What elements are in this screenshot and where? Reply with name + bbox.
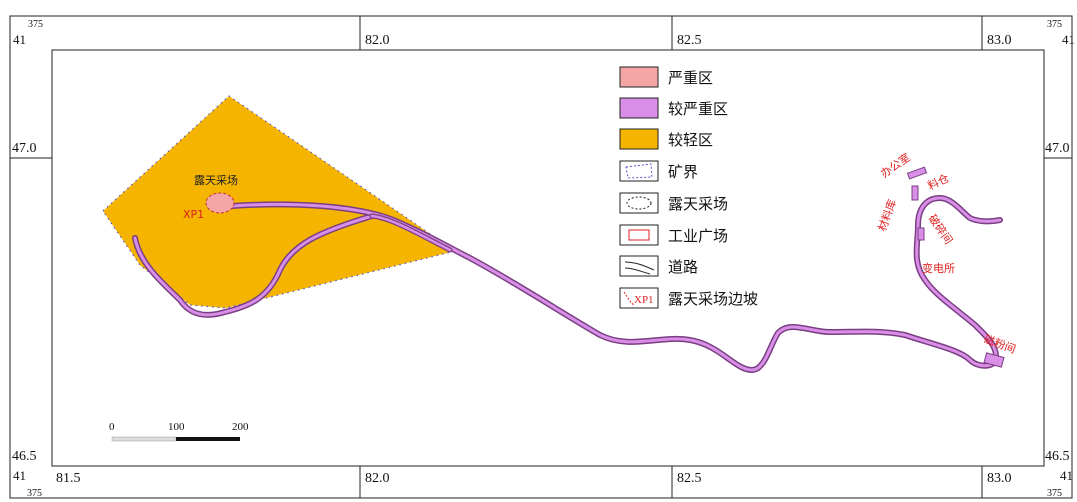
top-tick-label: 82.5 [677,33,702,48]
scale-bar-light-segment [111,436,177,442]
slope-icon-label: XP1 [634,294,654,306]
slope-xp1-label: XP1 [183,208,204,221]
connector-road-fill [370,214,452,252]
substation-label: 变电所 [922,261,955,275]
slope-icon [623,291,635,306]
top-tick-label: 83.0 [987,33,1012,48]
pit-label: 露天采场 [194,173,238,187]
inner-frame [51,49,1045,467]
legend-label-severe: 严重区 [668,69,713,87]
industrial-icon [628,229,650,241]
bottom-tick-label: 82.0 [365,471,390,486]
legend-label-industrial: 工业广场 [668,227,728,245]
road-icon [624,261,655,275]
material-shed-label: 材料库 [875,197,899,233]
corner-bl-bottom: 375 [27,488,42,499]
crushing-room-label: 破碎间 [926,212,956,247]
legend-label-pit: 露天采场 [668,195,728,213]
legend-label-boundary: 矿界 [668,163,698,181]
severe-zone-xp1 [205,192,235,214]
legend-box-pit [619,192,659,214]
legend-swatch-light [619,128,659,150]
legend-label-slope: 露天采场边坡 [668,290,758,308]
top-tick-label: 82.0 [365,33,390,48]
scale-label-200: 200 [232,421,249,433]
corner-tl-top: 375 [28,19,43,30]
corner-tr-bottom: 41 [1062,32,1075,47]
legend-box-slope [619,287,659,309]
main-road-fill [230,196,1002,372]
corner-tr-top: 375 [1047,19,1062,30]
right-tick-label: 47.0 [1045,141,1070,156]
grinding-building [983,352,1005,368]
legend-box-industrial [619,224,659,246]
crushing-building [917,227,925,241]
legend-box-boundary [619,160,659,182]
corner-bl-top: 41 [13,468,26,483]
legend-swatch-moderate [619,97,659,119]
scale-bar: 0 100 200 [109,421,249,442]
warehouse-building [911,185,919,201]
legend-box-road [619,255,659,277]
scale-bar-dark-segment [176,437,240,441]
bottom-tick-label: 83.0 [987,471,1012,486]
bottom-tick-label: 81.5 [56,471,81,486]
corner-br-bottom: 375 [1047,488,1062,499]
bottom-tick-label: 82.5 [677,471,702,486]
corner-tl-bottom: 41 [13,32,26,47]
legend-swatch-severe [619,66,659,88]
warehouse-label: 料仓 [925,171,951,193]
scale-label-100: 100 [168,421,185,433]
legend-label-road: 道路 [668,258,698,276]
moderate-zone-lower-band-fill [133,214,374,317]
legend: XP1 严重区 较严重区 较轻区 矿界 露天采场 工业广场 道路 露天采场边坡 [619,66,758,309]
boundary-icon [625,163,653,179]
left-tick-label: 46.5 [12,449,37,464]
office-label: 办公室 [878,150,913,180]
legend-label-moderate: 较严重区 [668,100,728,118]
right-tick-label: 46.5 [1045,449,1070,464]
scale-label-0: 0 [109,421,115,433]
legend-label-light: 较轻区 [668,131,713,149]
outer-frame [9,15,1073,499]
office-building [906,166,928,180]
corner-br-top: 41 [1060,468,1073,483]
pit-icon [626,196,652,210]
left-tick-label: 47.0 [12,141,37,156]
